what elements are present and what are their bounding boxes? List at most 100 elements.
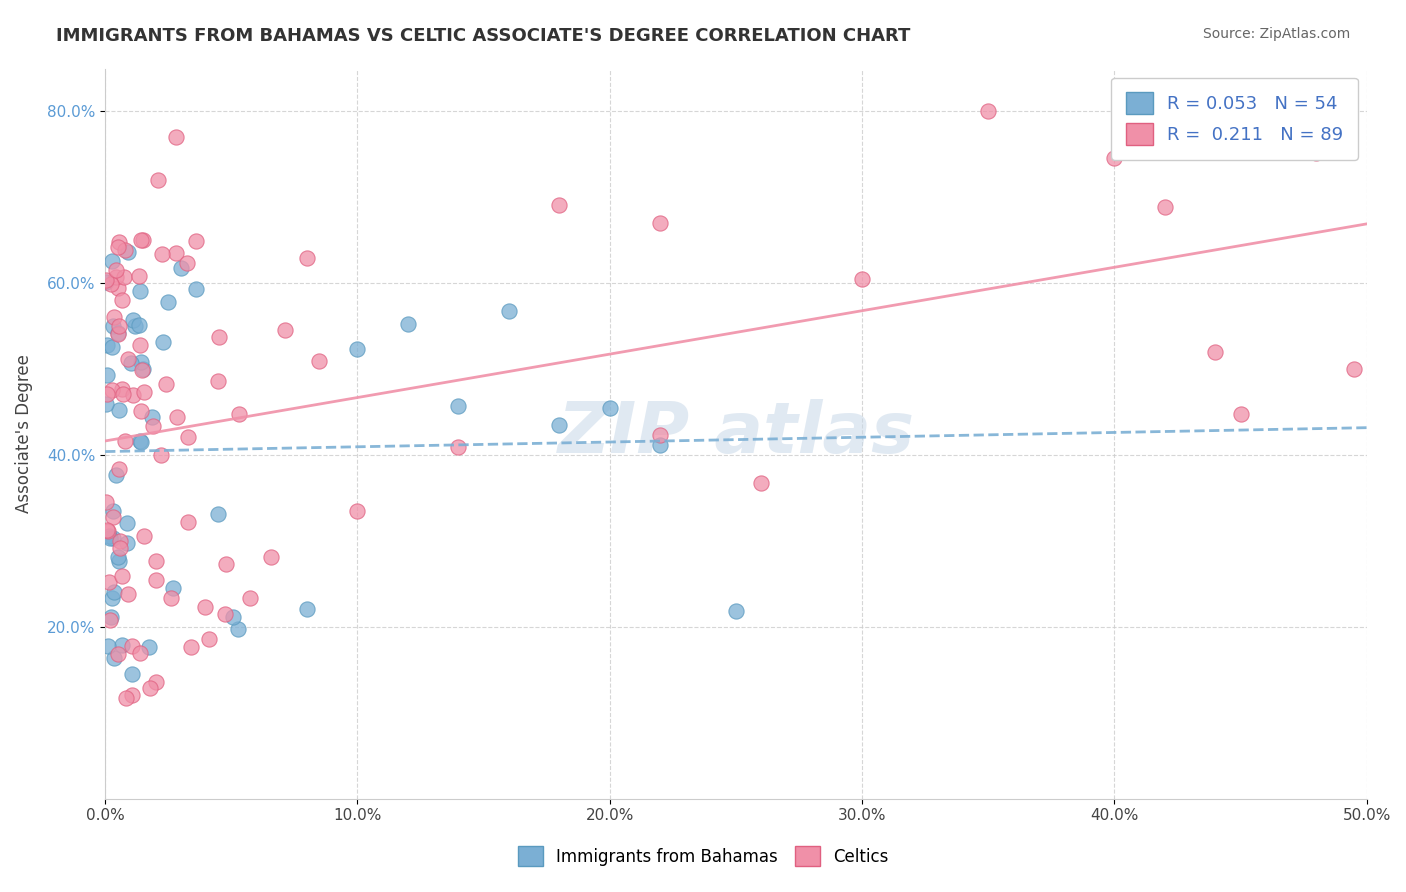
Immigrants from Bahamas [107,326,129,340]
Celtics [977,104,1000,119]
Celtics [111,293,134,307]
Immigrants from Bahamas [115,516,138,531]
Celtics [142,419,165,434]
Celtics [215,557,238,571]
Celtics [274,322,297,336]
Immigrants from Bahamas [117,245,139,260]
Celtics [165,245,187,260]
Celtics [97,524,120,538]
Celtics [851,271,873,285]
Immigrants from Bahamas [115,536,138,550]
Immigrants from Bahamas [96,397,118,411]
Celtics [132,384,155,399]
Immigrants from Bahamas [129,355,152,369]
Immigrants from Bahamas [103,585,125,599]
Celtics [177,430,200,444]
Celtics [145,573,167,587]
Immigrants from Bahamas [207,508,229,522]
Celtics [108,235,131,249]
Immigrants from Bahamas [100,610,122,624]
Celtics [107,280,129,294]
Celtics [1305,146,1327,161]
Immigrants from Bahamas [128,318,150,332]
Celtics [128,268,150,283]
Immigrants from Bahamas [111,638,134,652]
Immigrants from Bahamas [101,319,124,334]
Immigrants from Bahamas [101,531,124,545]
Immigrants from Bahamas [599,401,621,416]
Celtics [131,363,153,377]
Celtics [117,587,139,601]
Immigrants from Bahamas [650,438,672,452]
Celtics [548,198,571,212]
Celtics [177,515,200,529]
Celtics [122,388,145,402]
Celtics [160,591,183,606]
Celtics [101,510,124,524]
Immigrants from Bahamas [156,295,179,310]
Y-axis label: Associate's Degree: Associate's Degree [15,354,32,513]
Celtics [128,337,150,351]
Immigrants from Bahamas [129,284,152,298]
Celtics [1154,200,1177,214]
Celtics [104,263,127,277]
Celtics [100,383,122,397]
Immigrants from Bahamas [447,399,470,413]
Immigrants from Bahamas [132,362,155,376]
Immigrants from Bahamas [101,504,124,518]
Celtics [107,647,129,661]
Celtics [108,541,131,555]
Celtics [103,310,125,324]
Celtics [108,533,131,548]
Celtics [447,440,470,454]
Celtics [165,130,187,145]
Celtics [104,270,127,285]
Celtics [96,495,118,509]
Celtics [239,591,262,605]
Immigrants from Bahamas [221,610,243,624]
Celtics [214,607,236,621]
Celtics [208,330,231,344]
Celtics [197,632,219,646]
Immigrants from Bahamas [100,591,122,606]
Celtics [121,639,143,653]
Immigrants from Bahamas [129,435,152,450]
Immigrants from Bahamas [96,338,118,352]
Celtics [346,504,368,518]
Celtics [96,523,118,537]
Immigrants from Bahamas [96,276,118,290]
Celtics [150,448,173,462]
Celtics [207,375,229,389]
Text: Source: ZipAtlas.com: Source: ZipAtlas.com [1202,27,1350,41]
Celtics [1204,345,1226,359]
Celtics [1104,152,1126,166]
Immigrants from Bahamas [226,622,249,636]
Celtics [107,240,129,254]
Celtics [749,476,772,491]
Celtics [186,234,208,248]
Immigrants from Bahamas [101,339,124,353]
Celtics [132,233,155,247]
Immigrants from Bahamas [548,418,571,433]
Celtics [129,403,152,417]
Celtics [112,269,135,284]
Celtics [107,326,129,341]
Celtics [129,646,152,660]
Immigrants from Bahamas [396,318,419,332]
Celtics [114,243,136,257]
Immigrants from Bahamas [107,549,129,564]
Immigrants from Bahamas [724,604,747,618]
Celtics [146,173,169,187]
Legend: Immigrants from Bahamas, Celtics: Immigrants from Bahamas, Celtics [509,838,897,875]
Immigrants from Bahamas [120,356,142,370]
Celtics [1229,407,1251,421]
Celtics [1343,362,1365,376]
Immigrants from Bahamas [128,434,150,448]
Celtics [110,569,132,583]
Text: ZIP atlas: ZIP atlas [557,399,914,468]
Celtics [107,462,129,476]
Immigrants from Bahamas [141,410,163,425]
Celtics [114,434,136,449]
Immigrants from Bahamas [184,282,207,296]
Immigrants from Bahamas [103,651,125,665]
